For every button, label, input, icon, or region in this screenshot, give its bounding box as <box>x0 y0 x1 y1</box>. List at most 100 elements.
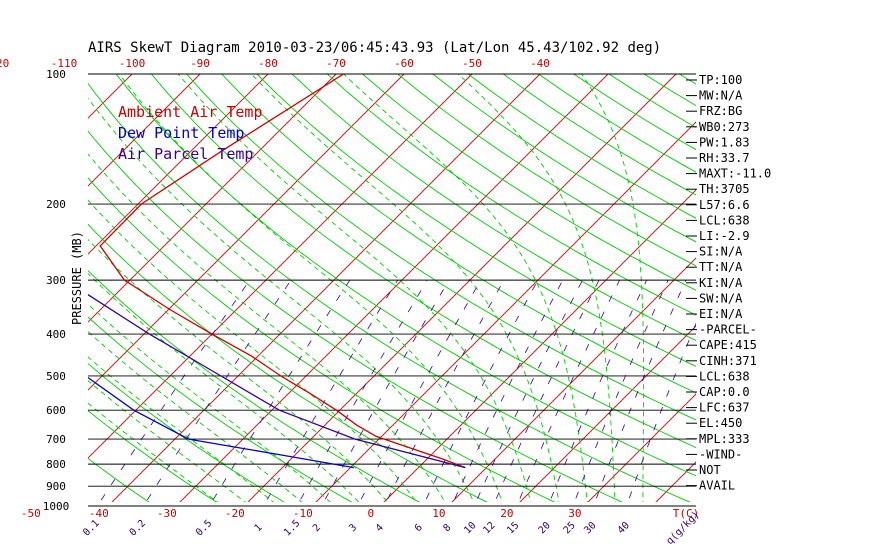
legend-entry-dew-point-temp: Dew Point Temp <box>118 124 244 142</box>
isotherm--50 <box>88 74 473 459</box>
dry-adiabat-300 <box>88 177 556 502</box>
mixing-ratio-line-6 <box>424 279 539 502</box>
axis-labels: 1002003004005006007008009001000-120-110-… <box>0 57 702 547</box>
mixing-ratio-line-1 <box>265 279 399 502</box>
mixing-ratio-tick-40: 40 <box>616 520 632 536</box>
y-axis-label: PRESSURE (MB) <box>70 231 84 325</box>
mixing-ratio-tick-0.2: 0.2 <box>128 518 149 539</box>
bottom-temp-tick--40: -40 <box>89 507 109 520</box>
mixing-ratio-tick-3: 3 <box>347 522 359 534</box>
mixing-ratio-line-10 <box>475 279 583 502</box>
stat-line-14: SW:N/A <box>699 291 743 305</box>
legend-entry-air-parcel-temp: Air Parcel Temp <box>118 145 253 163</box>
stat-line-24: -WIND- <box>699 447 742 461</box>
dry-adiabat-370 <box>256 74 696 367</box>
bottom-temp-tick--50: -50 <box>21 507 41 520</box>
dry-adiabat-360 <box>221 74 696 394</box>
mixing-ratio-tick-10: 10 <box>462 520 478 536</box>
isotherm--60 <box>88 74 405 391</box>
isotherm--10 <box>315 121 696 502</box>
dry-adiabat-250 <box>88 410 218 502</box>
isotherm-40 <box>655 461 696 502</box>
stat-line-20: CAP:0.0 <box>699 385 750 399</box>
series-dew-point-temp <box>88 376 354 469</box>
bottom-temp-tick--20: -20 <box>225 507 245 520</box>
dry-adiabat-440 <box>503 74 696 196</box>
isotherm-30 <box>587 393 696 502</box>
stat-line-7: TH:3705 <box>699 182 750 196</box>
moist-adiabat--16 <box>88 380 246 502</box>
pressure-label-800: 800 <box>46 458 66 471</box>
mixing-ratio-tick-30: 30 <box>582 520 598 536</box>
isotherm--100 <box>88 74 133 119</box>
moist-adiabat-32 <box>343 74 588 502</box>
pressure-label-1000: 1000 <box>43 500 70 513</box>
dry-adiabat-380 <box>291 74 696 342</box>
dry-adiabat-420 <box>432 74 696 243</box>
dry-adiabat-260 <box>88 362 285 502</box>
isotherm--80 <box>88 74 269 255</box>
moist-adiabat-4 <box>88 238 389 502</box>
stat-line-22: EL:450 <box>699 416 742 430</box>
dry-adiabat-390 <box>326 74 696 316</box>
stat-line-25: NOT <box>699 463 721 477</box>
mixing-ratio-line-12 <box>494 279 600 502</box>
mixing-ratio-tick-1: 1 <box>253 522 265 534</box>
mixing-ratio-line-25 <box>573 279 669 502</box>
isotherm--20 <box>247 74 677 502</box>
moist-adiabat-16 <box>88 97 475 502</box>
dry-adiabat-330 <box>115 74 696 477</box>
stat-line-21: LFC:637 <box>699 401 750 415</box>
moist-adiabat-28 <box>251 74 560 502</box>
isotherm--90 <box>88 74 201 187</box>
stat-line-6: MAXT:-11.0 <box>699 167 771 181</box>
chart-title: AIRS SkewT Diagram 2010-03-23/06:45:43.9… <box>88 40 661 56</box>
mixing-ratio-tick-0.1: 0.1 <box>81 518 102 539</box>
top-temp-tick--60: -60 <box>394 57 414 70</box>
moist-adiabat-36 <box>457 74 616 502</box>
stat-line-23: MPL:333 <box>699 432 750 446</box>
dry-adiabat-lines <box>0 74 870 515</box>
isotherm-20 <box>519 325 696 502</box>
moist-adiabat-40 <box>581 74 645 502</box>
mixing-ratio-line-2 <box>323 279 450 502</box>
bottom-temp-tick--10: -10 <box>293 507 313 520</box>
stat-line-19: LCL:638 <box>699 369 750 383</box>
dry-adiabat-320 <box>88 82 691 502</box>
stat-line-3: WB0:273 <box>699 120 750 134</box>
moist-adiabat-lines <box>88 74 645 502</box>
mixing-ratio-line-8 <box>452 279 564 502</box>
top-temp-tick--90: -90 <box>190 57 210 70</box>
dry-adiabat-280 <box>88 270 420 502</box>
top-temp-tick--110: -110 <box>51 57 78 70</box>
dry-adiabat-400 <box>362 74 696 291</box>
mixing-ratio-line-0.2 <box>145 279 292 502</box>
mixing-ratio-tick-2: 2 <box>311 522 323 534</box>
top-temp-tick--70: -70 <box>326 57 346 70</box>
moist-adiabat-8 <box>88 199 417 502</box>
top-temp-tick--50: -50 <box>462 57 482 70</box>
series-air-parcel-temp <box>88 293 466 469</box>
mixing-ratio-tick-4: 4 <box>374 522 386 534</box>
pressure-label-100: 100 <box>46 68 66 81</box>
mixing-ratio-tick-1.5: 1.5 <box>282 518 303 539</box>
stat-line-5: RH:33.7 <box>699 151 750 165</box>
mixing-ratio-lines <box>99 279 696 502</box>
dry-adiabat-510 <box>750 74 870 515</box>
stat-line-13: KI:N/A <box>699 276 743 290</box>
isotherm-10 <box>451 257 696 502</box>
top-temp-tick--100: -100 <box>119 57 146 70</box>
mixing-ratio-line-15 <box>518 279 620 502</box>
dry-adiabat-230 <box>0 74 99 515</box>
stat-line-11: SI:N/A <box>699 245 743 259</box>
dry-adiabat-220 <box>0 74 30 515</box>
stat-line-4: PW:1.83 <box>699 135 750 149</box>
pressure-label-700: 700 <box>46 433 66 446</box>
mixing-ratio-tick-15: 15 <box>505 520 521 536</box>
pressure-label-600: 600 <box>46 404 66 417</box>
stat-line-17: CAPE:415 <box>699 338 757 352</box>
isotherm--110 <box>0 74 64 515</box>
dry-adiabat-240 <box>88 457 150 502</box>
